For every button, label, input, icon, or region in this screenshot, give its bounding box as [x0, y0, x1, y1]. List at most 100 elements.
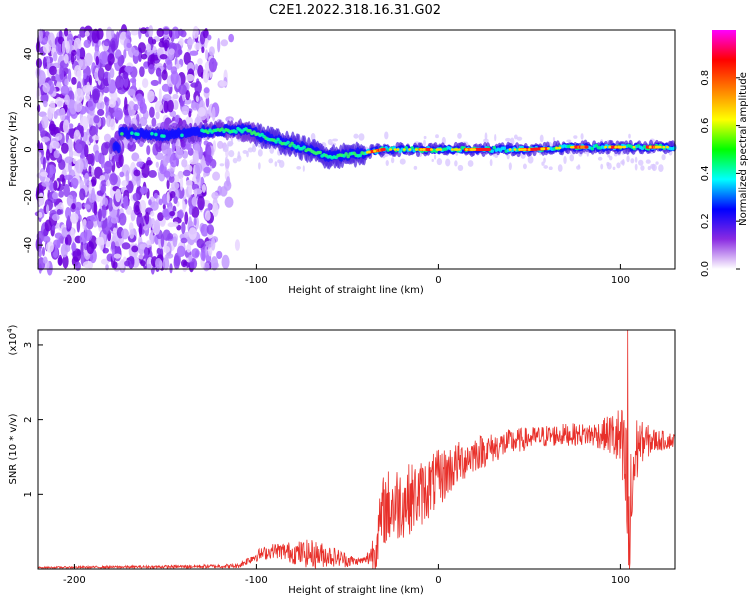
noise-blob: [109, 68, 115, 79]
noise-blob: [194, 42, 202, 51]
noise-blob: [130, 29, 139, 36]
noise-blob: [115, 31, 120, 47]
colorbar-tick-label: 0.8: [700, 70, 711, 86]
snr-x-label: Height of straight line (km): [288, 585, 424, 596]
noise-speck: [557, 164, 563, 172]
noise-blob: [155, 257, 162, 269]
noise-blob: [88, 180, 92, 194]
noise-blob: [79, 26, 87, 38]
noise-blob: [153, 219, 161, 235]
noise-speck: [390, 157, 395, 164]
noise-blob: [84, 229, 93, 242]
noise-blob: [162, 27, 170, 35]
noise-speck: [258, 162, 261, 170]
noise-blob: [103, 160, 113, 174]
ridge-highlight: [389, 148, 393, 151]
noise-blob: [95, 124, 99, 136]
noise-blob: [166, 191, 170, 204]
ridge-core: [120, 132, 124, 136]
noise-blob: [91, 165, 95, 177]
x-tick-label: 100: [611, 275, 630, 286]
noise-blob: [221, 254, 230, 270]
noise-blob: [38, 28, 43, 43]
noise-blob: [37, 122, 43, 132]
noise-blob: [195, 95, 199, 103]
noise-blob: [70, 52, 75, 65]
noise-blob: [62, 254, 69, 269]
noise-blob: [152, 46, 157, 54]
noise-blob: [133, 200, 142, 216]
noise-blob: [80, 131, 84, 138]
noise-blob: [124, 260, 131, 267]
noise-blob: [146, 90, 155, 103]
noise-blob: [192, 25, 199, 39]
noise-blob: [54, 96, 64, 108]
ridge-highlight: [508, 148, 512, 151]
noise-blob: [41, 115, 49, 129]
noise-blob: [38, 152, 42, 159]
noise-speck: [296, 165, 302, 170]
noise-blob: [138, 223, 143, 238]
noise-blob: [84, 172, 90, 187]
noise-blob: [140, 53, 148, 60]
noise-blob: [177, 28, 184, 36]
noise-blob: [197, 107, 206, 117]
noise-speck: [634, 163, 638, 171]
noise-blob: [55, 141, 60, 149]
noise-speck: [385, 159, 389, 167]
noise-speck: [242, 149, 248, 154]
noise-blob: [97, 108, 105, 116]
noise-speck: [645, 159, 651, 164]
noise-blob: [99, 51, 108, 65]
noise-blob: [155, 161, 159, 168]
noise-speck: [413, 165, 418, 170]
noise-blob: [38, 192, 45, 206]
noise-speck: [399, 158, 406, 165]
noise-blob: [89, 214, 98, 222]
noise-blob: [64, 174, 73, 181]
noise-blob: [162, 208, 170, 218]
noise-blob: [99, 174, 106, 181]
noise-speck: [232, 157, 238, 164]
noise-blob: [68, 160, 72, 174]
noise-blob: [188, 205, 193, 215]
ridge-core: [410, 146, 414, 150]
noise-blob: [67, 68, 72, 82]
noise-blob: [193, 217, 197, 226]
ridge-peak: [486, 147, 491, 152]
noise-blob: [129, 229, 135, 239]
noise-blob: [62, 119, 70, 134]
noise-blob: [101, 204, 107, 219]
noise-blob: [43, 235, 51, 243]
y-tick-label: 20: [23, 95, 34, 108]
noise-blob: [177, 170, 184, 180]
noise-blob: [45, 148, 51, 161]
noise-blob: [203, 87, 210, 94]
noise-blob: [97, 67, 105, 81]
noise-blob: [40, 171, 48, 177]
noise-blob: [144, 211, 150, 225]
noise-blob: [220, 39, 229, 47]
noise-blob: [84, 30, 90, 37]
noise-blob: [145, 159, 153, 166]
noise-blob: [61, 41, 66, 55]
noise-blob: [109, 173, 118, 186]
noise-blob: [182, 98, 192, 105]
ridge-core: [302, 145, 306, 150]
y-tick-label: 2: [23, 416, 34, 422]
noise-speck: [230, 138, 233, 145]
ridge-core: [180, 133, 184, 138]
noise-blob: [192, 150, 200, 165]
noise-blob: [94, 43, 100, 53]
noise-blob: [190, 102, 200, 111]
noise-blob: [104, 71, 109, 79]
noise-blob: [74, 261, 81, 271]
noise-speck: [569, 154, 575, 162]
noise-blob: [82, 84, 91, 94]
noise-blob: [188, 110, 192, 118]
noise-blob: [176, 59, 180, 70]
ridge-highlight: [457, 148, 461, 151]
noise-speck: [552, 137, 556, 142]
ridge-highlight: [414, 148, 418, 151]
snr-multiplier: (x104): [6, 324, 19, 355]
